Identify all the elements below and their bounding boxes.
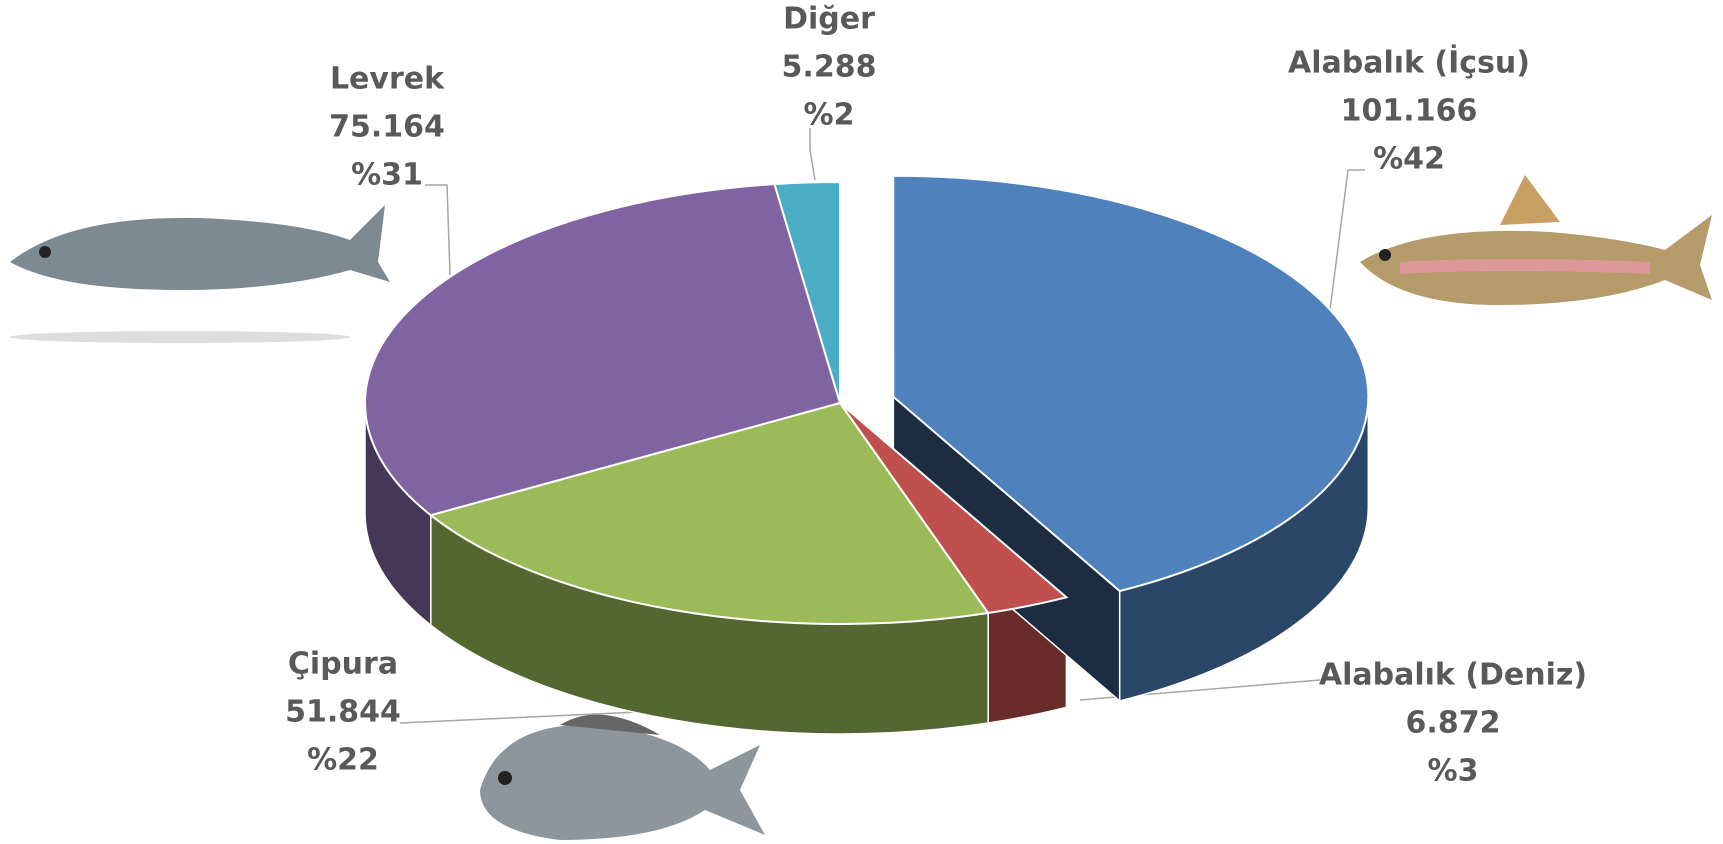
leader-line (425, 184, 451, 276)
percentage-label: %31 (351, 158, 423, 193)
percentage-label: %2 (804, 98, 855, 133)
slice (892, 174, 1370, 593)
value-label: 51.844 (285, 695, 401, 730)
leader-line (809, 128, 816, 181)
category-label: Alabalık (İçsu) (1288, 45, 1530, 81)
pie (364, 174, 1370, 735)
leader-line (1329, 169, 1365, 311)
fish-seabream (480, 714, 765, 840)
value-label: 6.872 (1406, 706, 1501, 741)
percentage-label: %42 (1373, 142, 1445, 177)
value-label: 5.288 (782, 50, 877, 85)
leader-line (399, 711, 641, 724)
labels: Alabalık (İçsu) 101.166 %42 Alabalık (Deniz… (285, 2, 1587, 789)
value-label: 101.166 (1341, 94, 1478, 129)
decorations (10, 128, 1712, 840)
slice (428, 401, 990, 625)
fish-trout (1360, 175, 1712, 305)
fish-seabass (10, 205, 390, 343)
percentage-label: %3 (1428, 754, 1479, 789)
percentage-label: %22 (307, 743, 379, 778)
category-label: Çipura (288, 647, 398, 682)
category-label: Diğer (783, 2, 875, 37)
value-label: 75.164 (329, 110, 445, 145)
category-label: Alabalık (Deniz) (1319, 658, 1587, 693)
slice (364, 183, 842, 517)
category-label: Levrek (330, 62, 445, 97)
slice (773, 180, 841, 404)
